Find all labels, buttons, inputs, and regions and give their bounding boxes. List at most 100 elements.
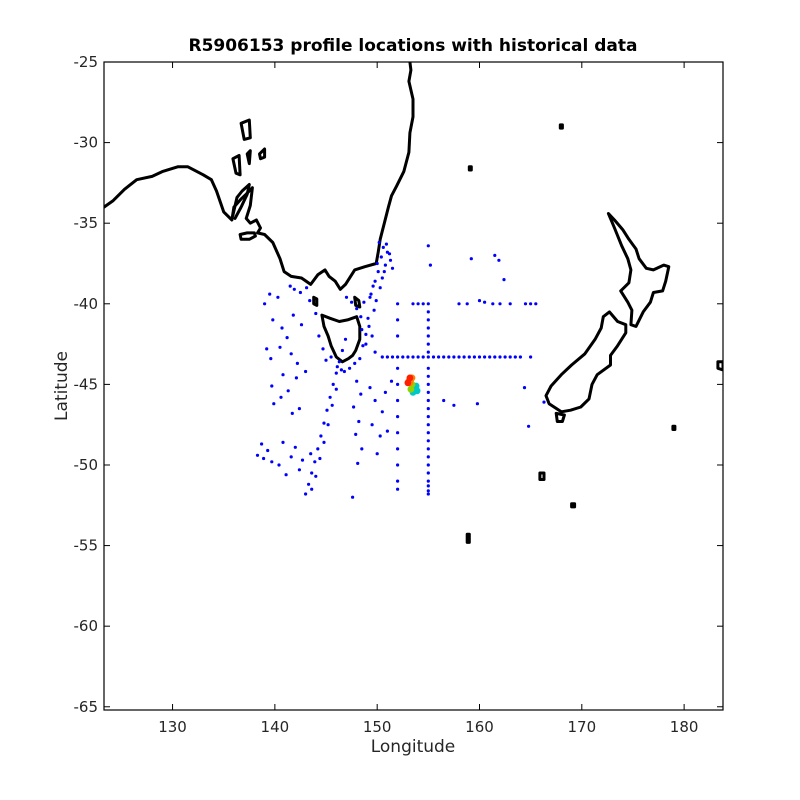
historical-point [426,415,430,419]
profile-point [406,374,414,382]
historical-point [378,286,382,290]
historical-point [426,407,430,411]
historical-point [294,376,298,380]
historical-point [291,313,295,317]
historical-point [377,240,381,245]
historical-point [502,278,506,282]
historical-point [431,355,436,359]
historical-point [325,408,329,412]
historical-point [339,368,343,372]
historical-point [355,307,359,311]
historical-point [360,447,364,451]
historical-point [457,302,461,306]
historical-point [396,302,400,306]
historical-point [426,374,430,378]
historical-point [279,395,283,399]
historical-point [351,495,355,499]
historical-point [314,474,318,478]
historical-point [426,463,430,467]
historical-point [335,365,339,369]
historical-point [262,456,266,461]
historical-point [426,302,430,306]
historical-point [313,460,317,464]
historical-point [374,299,378,303]
x-tick-label: 130 [158,718,187,736]
historical-point [426,489,430,493]
historical-point [353,361,357,365]
historical-point [369,292,373,296]
historical-point [280,326,284,330]
historical-point [368,386,372,390]
historical-point [354,432,358,436]
y-tick-label: -30 [74,134,99,152]
historical-point [396,366,400,370]
historical-point [437,355,441,359]
historical-point [330,403,334,407]
historical-point [542,400,546,404]
y-axis-label: Latitude [52,351,72,421]
x-tick-label: 150 [363,718,392,736]
historical-point [329,355,333,359]
y-tick-label: -65 [74,698,99,716]
historical-point [529,355,533,359]
historical-point [426,492,430,496]
historical-point [260,442,264,446]
historical-point [358,357,362,361]
historical-point [426,244,430,248]
historical-point [337,360,341,364]
historical-point [370,334,374,338]
historical-point [462,355,466,359]
historical-point [513,355,517,359]
historical-point [367,324,371,328]
historical-point [475,402,479,406]
historical-point [352,405,356,409]
historical-point [383,263,387,267]
historical-point [360,328,364,332]
historical-point [522,386,527,390]
historical-point [359,315,363,319]
historical-point [385,355,389,359]
y-tick-label: -50 [74,456,99,474]
historical-point [447,355,451,359]
historical-point [334,371,338,375]
historical-point [411,302,415,306]
historical-point [344,295,349,299]
historical-point [426,423,430,427]
historical-point [467,355,471,359]
x-axis-label: Longitude [371,737,456,757]
historical-point [416,355,420,359]
historical-point [498,355,502,359]
historical-point [452,355,456,359]
historical-point [364,342,368,346]
historical-point [289,352,293,356]
historical-point [396,431,400,435]
historical-point [497,258,501,262]
coastline-lake-3 [231,154,242,177]
historical-point [350,300,354,304]
historical-point [426,355,430,359]
historical-point [375,452,379,456]
historical-point [426,334,430,338]
historical-point [382,270,386,274]
historical-point [295,361,299,365]
historical-point [380,410,384,414]
historical-point [266,448,270,453]
historical-point [396,487,400,491]
historical-point [310,471,314,475]
historical-point [297,407,301,411]
historical-point [379,255,383,259]
coastline-nz-south-island [544,310,628,414]
historical-point [483,355,487,359]
historical-point [493,355,497,359]
coastline-kangaroo-island [238,231,257,241]
historical-point [281,373,285,377]
historical-point [289,455,293,459]
historical-point [359,392,363,396]
historical-point [503,355,507,359]
historical-point [383,390,387,394]
historical-point [364,332,368,336]
coastline-nz-north-island [606,212,671,328]
historical-point [390,355,395,359]
historical-point [373,398,377,403]
historical-point [384,242,388,246]
